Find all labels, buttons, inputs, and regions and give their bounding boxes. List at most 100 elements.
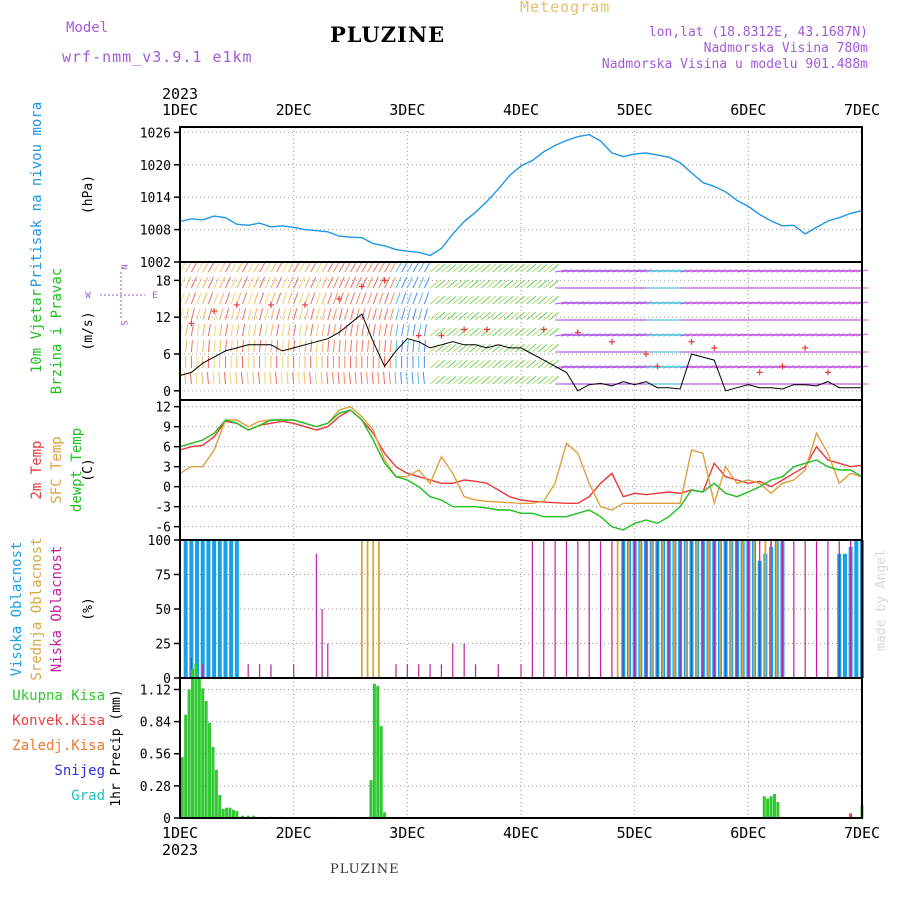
wind-barb (469, 359, 480, 369)
wind-barb (202, 340, 205, 353)
y-tick-label: -3 (155, 501, 171, 516)
bar-precipitation (776, 801, 780, 818)
wind-barb (543, 327, 554, 337)
x-tick-label-top: 3DEC (389, 101, 425, 119)
wind-barb (611, 301, 624, 305)
wind-barb (207, 308, 213, 321)
wind-barb (520, 359, 531, 369)
wind-barb (264, 324, 268, 337)
wind-barb (423, 276, 430, 289)
wind-barb (315, 340, 318, 353)
wind-barb (350, 324, 354, 337)
wind-barb (680, 301, 693, 305)
wind-barb (537, 311, 548, 321)
wind-barb (196, 340, 199, 353)
wind-barb (520, 295, 531, 305)
wind-barb (326, 372, 329, 385)
wind-barb (719, 269, 732, 273)
wind-barb (475, 295, 486, 305)
wind-barb (230, 261, 238, 273)
wind-barb (441, 327, 451, 337)
wind-barb (310, 292, 316, 305)
wind-barb (810, 269, 823, 273)
wind-barb (486, 311, 497, 321)
y-unit-label: (hPa) (81, 175, 96, 214)
series-line-SFC Temp (179, 405, 863, 511)
gust-marker (461, 326, 468, 333)
wind-barb (480, 279, 491, 289)
wind-barb (668, 301, 681, 305)
wind-barb (617, 269, 630, 273)
wind-barb (412, 276, 419, 289)
y-label: Pritisak na nivou mora (29, 102, 45, 287)
wind-barb (839, 301, 852, 305)
y-label: Snijeg (54, 763, 105, 779)
wind-barb (206, 372, 209, 385)
wind-barb (207, 324, 211, 337)
series-line-dewpt Temp (179, 409, 863, 531)
wind-barb (422, 372, 425, 385)
wind-barb (344, 340, 347, 353)
wind-barb (600, 269, 613, 273)
y-tick-label: 75 (155, 569, 171, 584)
wind-barb (219, 308, 224, 321)
wind-barb (338, 340, 341, 353)
wind-barb (662, 269, 675, 273)
wind-barb (549, 327, 559, 337)
wind-barb (475, 343, 486, 353)
bar-cloudiness (452, 643, 454, 678)
wind-barb (185, 261, 193, 273)
wind-barb (589, 301, 602, 305)
bar-precipitation (194, 663, 198, 818)
wind-barb (526, 343, 537, 353)
bar-cloudiness (463, 643, 465, 678)
y-tick-label: 1002 (140, 256, 171, 271)
wind-barb (361, 340, 364, 353)
wind-barb (748, 301, 761, 305)
wind-barb (259, 308, 264, 321)
wind-barb (446, 343, 457, 353)
wind-barb (344, 261, 352, 273)
wind-barb (372, 276, 379, 289)
wind-barb (401, 292, 407, 305)
wind-barb (452, 295, 463, 305)
wind-barb (435, 359, 446, 369)
wind-barb (219, 324, 223, 337)
bar-cloudiness (189, 540, 194, 678)
bar-cloudiness (183, 540, 188, 678)
wind-barb (497, 359, 508, 369)
wind-barb (264, 308, 269, 321)
wind-barb (384, 340, 387, 353)
wind-barb (264, 292, 270, 305)
wind-barb (196, 292, 202, 305)
wind-barb (514, 359, 525, 369)
wind-barb (594, 333, 607, 337)
gust-marker (608, 338, 615, 345)
wind-barb (514, 263, 525, 273)
wind-barb (281, 276, 288, 289)
wind-barb (702, 365, 715, 369)
wind-barb (303, 372, 306, 385)
wind-barb (350, 340, 353, 353)
wind-barb (321, 292, 327, 305)
footer-station: PLUZINE (330, 862, 400, 877)
wind-barb (338, 308, 343, 321)
wind-barb (555, 269, 568, 273)
wind-barb (315, 276, 322, 289)
wind-barb (332, 308, 338, 321)
wind-barb (532, 375, 542, 385)
lonlat-label: lon,lat (18.8312E, 43.1687N) (648, 25, 868, 40)
wind-barb (765, 269, 778, 273)
bar-precipitation (246, 815, 250, 818)
wind-barb (662, 333, 675, 337)
wind-barb (224, 340, 228, 353)
wind-barb (225, 261, 232, 273)
wind-barb (315, 324, 319, 337)
wind-barb (805, 365, 818, 369)
wind-barb (691, 333, 704, 337)
wind-barb (383, 372, 386, 385)
bar-cloudiness (543, 540, 545, 678)
wind-barb (844, 269, 857, 273)
wind-barb (486, 279, 497, 289)
wind-barb (190, 261, 198, 273)
